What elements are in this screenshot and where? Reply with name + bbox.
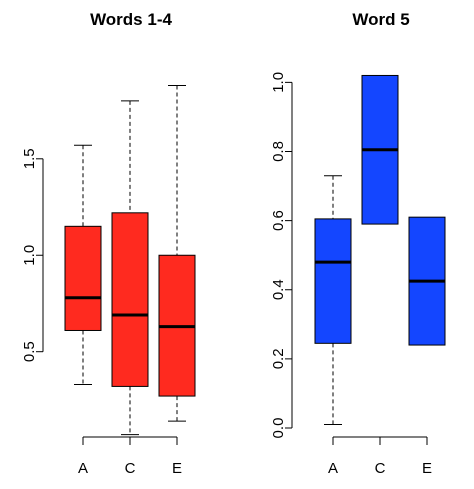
- x-tick-label: E: [422, 460, 432, 477]
- panel-word-5: Word 5 0.0 0.2 0.4 0.6 0.8 1.0 A C E: [270, 10, 446, 477]
- x-tick-label: A: [328, 460, 338, 477]
- y-tick-label: 1.5: [21, 148, 38, 169]
- panel-title: Word 5: [352, 10, 409, 29]
- y-tick-label: 0.6: [270, 210, 287, 231]
- box-body: [314, 218, 352, 344]
- y-tick-label: 0.0: [270, 418, 287, 439]
- panel-words-1-4: Words 1-4 0.5 1.0 1.5 A C E: [21, 10, 196, 477]
- box-E: [158, 85, 196, 422]
- x-tick-label: C: [125, 460, 136, 477]
- box-A: [64, 144, 102, 385]
- y-tick-label: 1.0: [270, 72, 287, 93]
- panel-title: Words 1-4: [90, 10, 172, 29]
- x-tick-label: E: [172, 460, 182, 477]
- box-body: [111, 212, 149, 387]
- y-tick-label: 0.8: [270, 141, 287, 162]
- y-tick-label: 0.4: [270, 279, 287, 300]
- y-tick-label: 1.0: [21, 245, 38, 266]
- box-C: [361, 74, 399, 225]
- box-A: [314, 175, 352, 426]
- x-tick-label: C: [375, 460, 386, 477]
- y-tick-label: 0.2: [270, 348, 287, 369]
- y-tick-label: 0.5: [21, 341, 38, 362]
- box-C: [111, 100, 149, 436]
- box-E: [408, 216, 446, 346]
- x-tick-label: A: [78, 460, 88, 477]
- box-body: [64, 225, 102, 331]
